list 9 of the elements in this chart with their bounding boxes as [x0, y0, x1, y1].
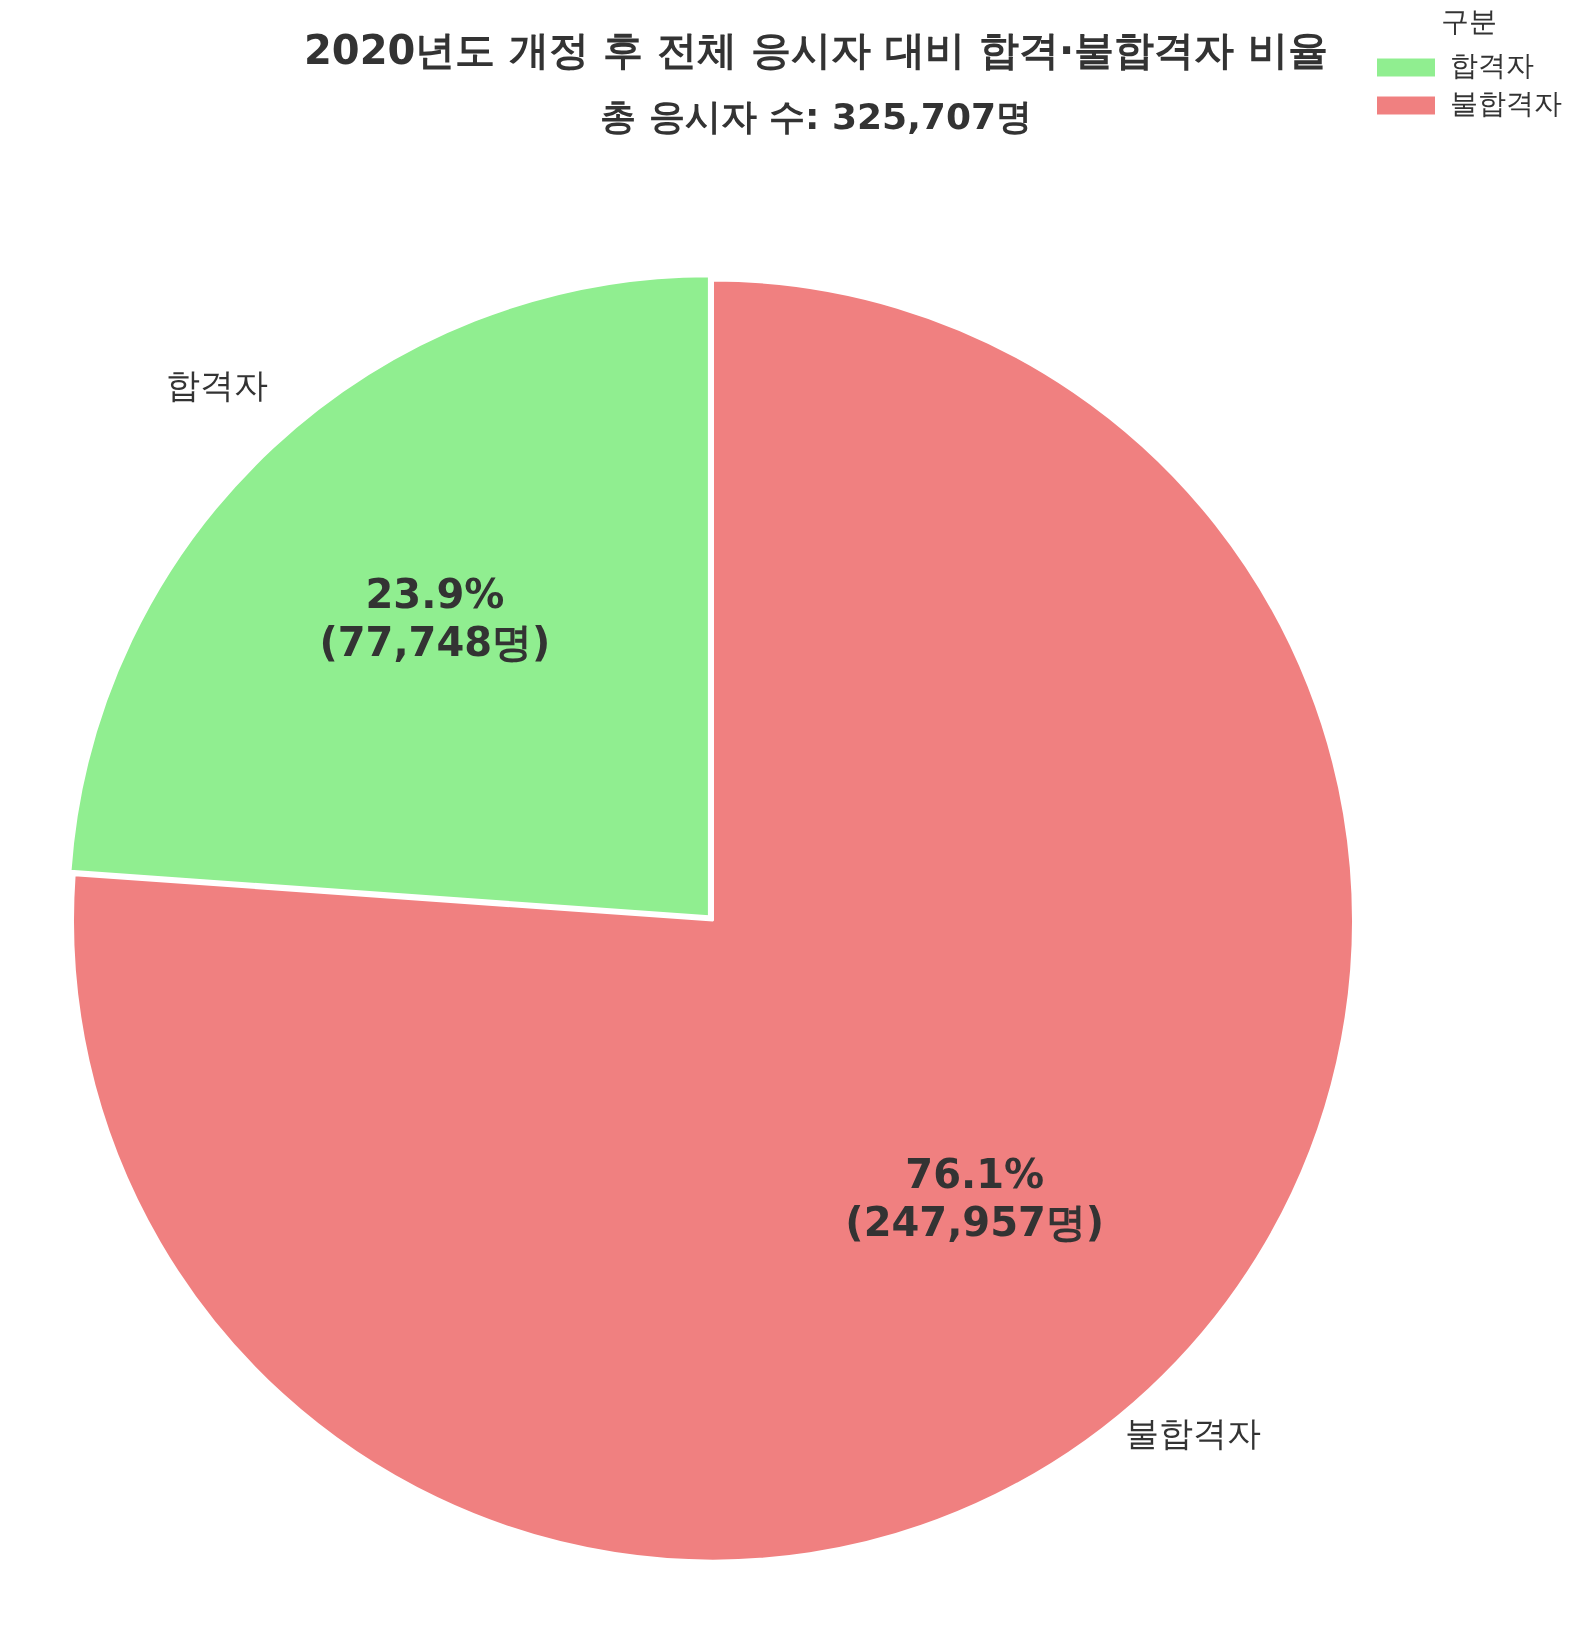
text: 총 응시자 수: 325,707명	[600, 95, 1032, 137]
legend-label: 합격자	[1450, 48, 1534, 82]
data-label: 76.1% (247,957명)	[845, 1150, 1105, 1245]
chart-title: 2020년도 개정 후 전체 응시자 대비 합격·불합격자 비율	[303, 27, 1329, 74]
legend-label: 불합격자	[1450, 86, 1562, 120]
data-label: 23.9% (77,748명)	[319, 571, 551, 666]
slice-label: 합격자	[165, 364, 268, 405]
slice-label: 불합격자	[1124, 1412, 1261, 1453]
legend-title: 구분	[1441, 5, 1497, 39]
